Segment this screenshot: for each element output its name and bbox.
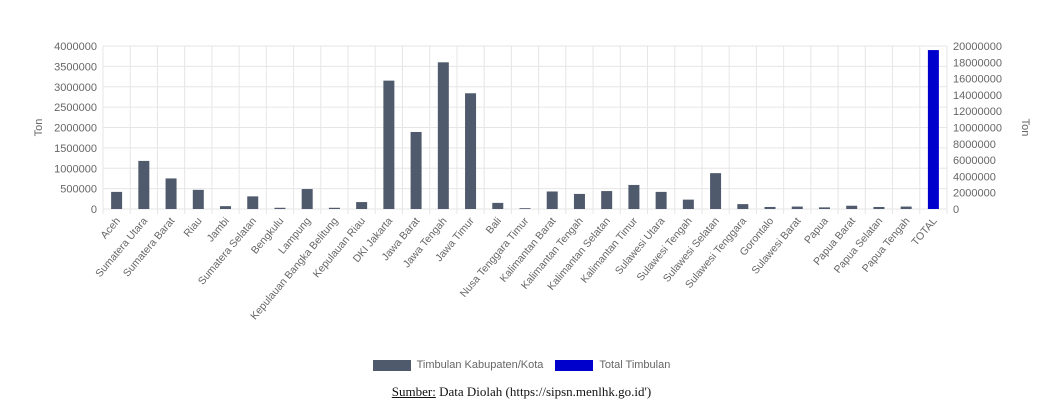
left-axis-ticks: 0 500000 1000000 1500000 2000000 2500000 30000… (54, 41, 97, 216)
y-tick-label: 4000000 (54, 41, 97, 53)
source-text: Data Diolah (https://sipsn.menlhk.go.id'… (439, 384, 652, 399)
bar[interactable] (710, 173, 722, 209)
bar[interactable] (301, 189, 313, 209)
bar[interactable] (220, 206, 232, 209)
right-axis-ticks: 0 2000000 4000000 6000000 8000000 10000000 120… (953, 41, 1002, 216)
y-tick-label: 500000 (60, 184, 97, 196)
legend-swatch (372, 359, 411, 371)
y2-tick-label: 4000000 (953, 171, 996, 183)
bar[interactable] (492, 202, 504, 209)
y2-tick-label: 12000000 (953, 106, 1002, 118)
bar[interactable] (356, 202, 368, 209)
bar[interactable] (791, 206, 803, 209)
y2-tick-label: 6000000 (953, 155, 996, 167)
legend-label: Timbulan Kabupaten/Kota (416, 359, 544, 371)
bar[interactable] (165, 178, 177, 209)
bar[interactable] (682, 199, 694, 209)
bar[interactable] (764, 206, 776, 209)
y2-tick-label: 2000000 (953, 188, 996, 200)
bar[interactable] (601, 191, 613, 209)
bar[interactable] (111, 191, 123, 209)
bar[interactable] (573, 193, 585, 209)
bar[interactable] (846, 205, 858, 209)
bar[interactable] (138, 160, 150, 209)
legend-swatch (555, 359, 594, 371)
bar[interactable] (628, 184, 640, 209)
category-label: Riau (182, 215, 205, 239)
source-caption: Sumber: Data Diolah (https://sipsn.menlh… (0, 384, 1043, 400)
legend-item-total-timbulan[interactable]: Total Timbulan (555, 359, 670, 371)
bar[interactable] (247, 196, 259, 209)
y-tick-label: 3000000 (54, 82, 97, 94)
source-label: Sumber: (391, 384, 436, 399)
category-label: Bali (484, 215, 504, 236)
y-axis-title: Ton (33, 119, 45, 137)
bar[interactable] (519, 208, 531, 209)
category-label: TOTAL (909, 215, 939, 248)
bar[interactable] (737, 204, 749, 209)
y2-axis-title: Ton (1019, 119, 1031, 137)
y2-tick-label: 18000000 (953, 57, 1002, 69)
y-tick-label: 0 (91, 204, 97, 216)
y-tick-label: 2500000 (54, 102, 97, 114)
y-tick-label: 2000000 (54, 123, 97, 135)
category-label: Jambi (205, 215, 232, 244)
legend: Timbulan Kabupaten/Kota Total Timbulan (0, 359, 1043, 371)
y2-tick-label: 14000000 (953, 90, 1002, 102)
bar[interactable] (655, 191, 667, 209)
y-tick-label: 1500000 (54, 143, 97, 155)
bar[interactable] (546, 191, 558, 209)
bar[interactable] (383, 80, 395, 209)
y2-tick-label: 10000000 (953, 123, 1002, 135)
y-tick-label: 1000000 (54, 163, 97, 175)
bar[interactable] (900, 206, 912, 209)
bar[interactable] (328, 207, 340, 209)
y2-tick-label: 20000000 (953, 41, 1002, 53)
y2-tick-label: 8000000 (953, 139, 996, 151)
y-tick-label: 3500000 (54, 61, 97, 73)
bar[interactable] (410, 131, 422, 209)
y2-tick-label: 16000000 (953, 74, 1002, 86)
bar[interactable] (465, 93, 477, 209)
y2-tick-label: 0 (953, 204, 959, 216)
gridlines (102, 45, 948, 214)
bar[interactable] (192, 189, 204, 209)
category-label: Sulawesi Barat (749, 215, 803, 276)
bars (111, 50, 939, 210)
bar[interactable] (873, 206, 885, 209)
bar[interactable] (437, 62, 449, 209)
bar[interactable] (274, 207, 286, 209)
bar[interactable] (818, 207, 830, 209)
legend-item-timbulan-kabupaten[interactable]: Timbulan Kabupaten/Kota (372, 359, 544, 371)
bar[interactable] (927, 50, 939, 210)
legend-label: Total Timbulan (599, 359, 671, 371)
category-label: Aceh (98, 215, 123, 241)
